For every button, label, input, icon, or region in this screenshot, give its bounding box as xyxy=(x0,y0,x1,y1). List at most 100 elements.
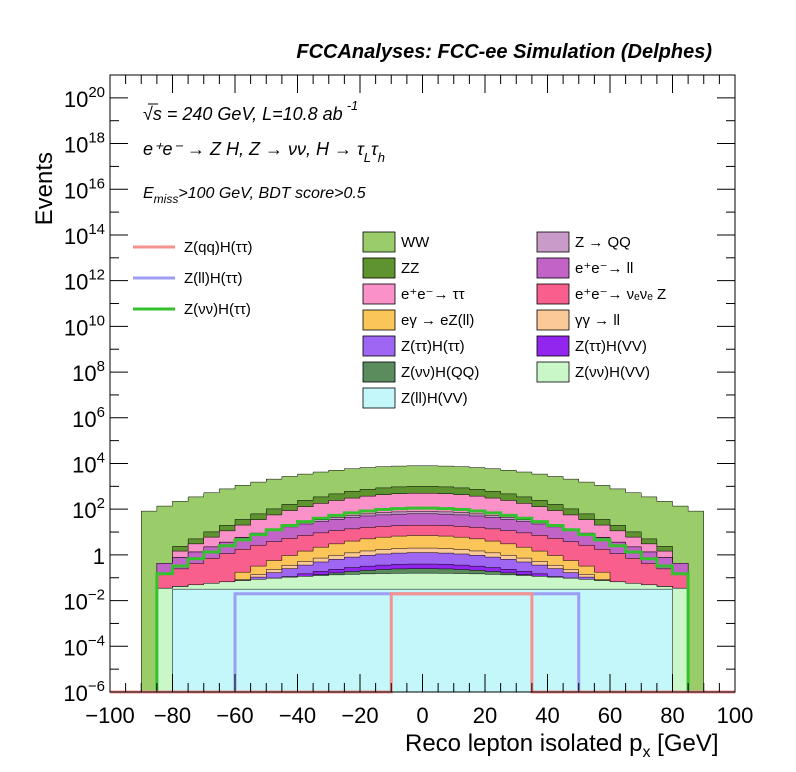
y-tick-base: 10 xyxy=(63,635,87,660)
legend-signal-label: Z(ll)H(ττ) xyxy=(184,270,243,287)
y-tick-exponent: 16 xyxy=(88,175,105,192)
stacked-backgrounds xyxy=(141,465,704,692)
y-tick-base: 10 xyxy=(72,407,96,432)
legend-bkg-label: Z(νν)H(VV) xyxy=(575,364,650,381)
x-tick-label: −80 xyxy=(154,703,191,728)
x-tick-label: −40 xyxy=(279,703,316,728)
legend-bkg-swatch xyxy=(536,257,570,279)
y-tick-label: 104 xyxy=(72,449,105,477)
plot-area xyxy=(109,74,736,694)
y-tick-exponent: 6 xyxy=(97,404,105,421)
legend-bkg-label: e⁺e⁻→ ll xyxy=(575,260,633,277)
x-tick-label: 0 xyxy=(416,703,428,728)
y-tick-base: 1 xyxy=(93,544,105,569)
process-sub-h: h xyxy=(378,150,385,165)
y-tick-exponent: 12 xyxy=(88,267,105,284)
x-tick-label: 40 xyxy=(535,703,559,728)
y-tick-exponent: −6 xyxy=(88,678,105,695)
legend-bkg-swatch xyxy=(362,335,396,357)
y-tick-label: 1018 xyxy=(64,130,105,158)
legend-signals: Z(qq)H(ττ) Z(ll)H(ττ) Z(νν)H(ττ) xyxy=(133,239,253,318)
y-tick-exponent: 4 xyxy=(97,449,105,466)
y-tick-base: 10 xyxy=(64,133,88,158)
y-tick-exponent: −4 xyxy=(88,632,105,649)
x-axis-label: Reco lepton isolated px [GeV] xyxy=(405,730,719,761)
legend-bkg-swatch xyxy=(362,283,396,305)
y-tick-label: 1 xyxy=(93,544,105,569)
y-tick-label: 10−6 xyxy=(63,678,105,706)
y-tick-base: 10 xyxy=(63,590,87,615)
y-tick-label: 1010 xyxy=(64,312,105,340)
y-tick-label: 1012 xyxy=(64,267,105,295)
legend-bkg-label: Z → QQ xyxy=(575,234,631,251)
legend-bkg-swatch xyxy=(362,231,396,253)
selection-e: E xyxy=(143,185,154,202)
x-axis-label-main: Reco lepton isolated p xyxy=(405,730,643,757)
legend-bkg-swatch xyxy=(362,309,396,331)
y-tick-label: 1014 xyxy=(64,221,105,249)
y-tick-base: 10 xyxy=(63,681,87,706)
y-tick-base: 10 xyxy=(64,87,88,112)
x-tick-label: −100 xyxy=(85,703,135,728)
y-tick-base: 10 xyxy=(64,224,88,249)
x-axis-label-unit: [GeV] xyxy=(651,730,719,757)
x-tick-label: 60 xyxy=(598,703,622,728)
legend-bkg-label: Z(ll)H(VV) xyxy=(401,390,468,407)
x-axis-label-sub: x xyxy=(643,744,651,761)
legend-signal-label: Z(qq)H(ττ) xyxy=(184,239,253,256)
chart-title: FCCAnalyses: FCC-ee Simulation (Delphes) xyxy=(296,41,712,63)
y-tick-base: 10 xyxy=(72,361,96,386)
y-tick-exponent: 2 xyxy=(97,495,105,512)
y-axis-ticks xyxy=(110,74,735,693)
y-tick-label: 10−4 xyxy=(63,632,105,660)
legend-bkg-swatch xyxy=(536,309,570,331)
process-tau: τ xyxy=(371,139,379,159)
y-tick-exponent: 18 xyxy=(88,130,105,147)
y-tick-base: 10 xyxy=(64,270,88,295)
process-annotation: e⁺e⁻ → Z H, Z → νν, H → τLτh xyxy=(143,139,385,165)
legend-backgrounds: WW Z → QQ ZZ e⁺e⁻→ ll e⁺e⁻→ ττ e⁺e⁻→ νₑνₑ Z eγ… xyxy=(362,231,666,409)
x-axis-ticks xyxy=(109,75,736,692)
legend-bkg-swatch xyxy=(362,257,396,279)
y-tick-labels: 10−610−410−21102104106108101010121014101… xyxy=(63,84,105,706)
process-text: e⁺e⁻ → Z H, Z → νν, H → τ xyxy=(143,139,365,159)
y-tick-base: 10 xyxy=(64,315,88,340)
legend-bkg-label: γγ → ll xyxy=(575,312,620,329)
legend-bkg-label: e⁺e⁻→ νₑνₑ Z xyxy=(575,286,666,303)
x-tick-label: −20 xyxy=(341,703,378,728)
y-axis-label: Events xyxy=(31,152,58,225)
legend-bkg-label: eγ → eZ(ll) xyxy=(401,312,474,329)
energy-text: √s = 240 GeV, L=10.8 ab xyxy=(143,104,343,124)
y-tick-exponent: 8 xyxy=(97,358,105,375)
y-tick-exponent: 14 xyxy=(88,221,105,238)
y-tick-exponent: 10 xyxy=(88,312,105,329)
y-tick-label: 108 xyxy=(72,358,105,386)
selection-rest: >100 GeV, BDT score>0.5 xyxy=(178,185,365,202)
legend-bkg-label: WW xyxy=(401,234,430,251)
legend-bkg-swatch xyxy=(536,283,570,305)
x-tick-labels: −100 −80 −60 −40 −20 0 20 40 60 80 100 xyxy=(85,703,753,728)
y-tick-exponent: −2 xyxy=(88,587,105,604)
legend-bkg-swatch xyxy=(536,335,570,357)
legend-bkg-label: Z(ττ)H(VV) xyxy=(575,338,647,355)
legend-bkg-label: e⁺e⁻→ ττ xyxy=(401,286,465,303)
legend-bkg-label: Z(νν)H(QQ) xyxy=(401,364,479,381)
y-tick-exponent: 20 xyxy=(88,84,105,101)
signal-z-h- xyxy=(110,506,735,694)
energy-exponent: -1 xyxy=(347,98,359,113)
selection-sub: miss xyxy=(154,192,179,206)
x-tick-label: 80 xyxy=(660,703,684,728)
legend-bkg-label: ZZ xyxy=(401,260,419,277)
legend-bkg-swatch xyxy=(536,231,570,253)
process-sub-l: L xyxy=(364,150,371,165)
y-tick-base: 10 xyxy=(72,498,96,523)
background-z-ll-h-vv- xyxy=(172,588,673,692)
x-tick-label: −60 xyxy=(216,703,253,728)
selection-annotation: Emiss>100 GeV, BDT score>0.5 xyxy=(143,185,366,206)
y-tick-label: 106 xyxy=(72,404,105,432)
legend-bkg-swatch xyxy=(362,361,396,383)
y-tick-base: 10 xyxy=(64,178,88,203)
y-tick-label: 10−2 xyxy=(63,587,105,615)
y-tick-label: 1020 xyxy=(64,84,105,112)
